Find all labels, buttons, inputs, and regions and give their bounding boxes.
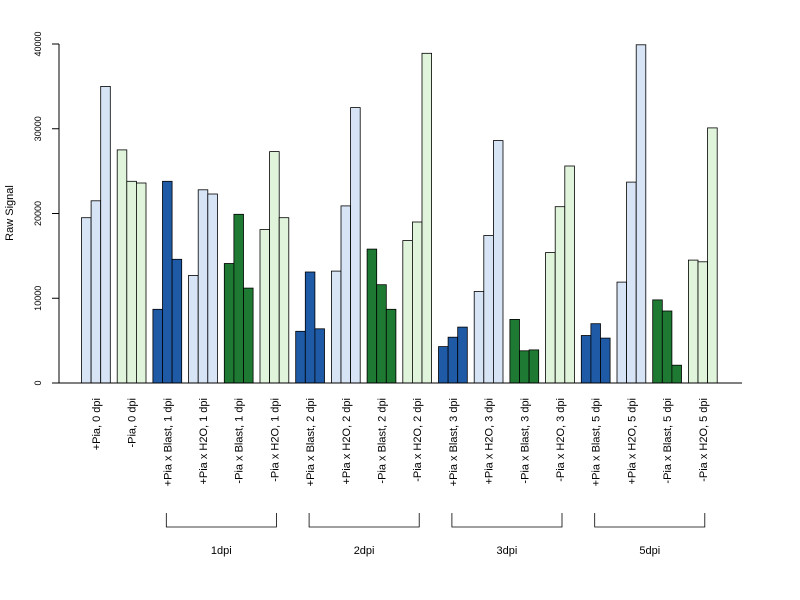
bar-1-rep-1: [81, 217, 92, 384]
bar-17-rep-1: [652, 299, 663, 384]
bar-14-rep-3: [564, 165, 575, 384]
bars-layer: [81, 44, 718, 384]
category-label-15: +Pia x Blast, 5 dpi: [591, 398, 603, 486]
bar-4-rep-2: [197, 189, 209, 384]
bar-5-rep-2: [233, 213, 244, 384]
bar-3-rep-3: [171, 258, 183, 384]
category-label-1: +Pia, 0 dpi: [91, 398, 103, 450]
bar-18-rep-2: [697, 261, 709, 384]
bar-16-rep-2: [626, 181, 637, 384]
bar-14-rep-2: [554, 206, 566, 384]
bar-16-rep-1: [616, 281, 628, 384]
bar-13-rep-1: [509, 318, 520, 384]
y-tick-label-30000: 30000: [33, 116, 43, 141]
group-bracket-3dpi: [451, 513, 563, 528]
category-label-3: +Pia x Blast, 1 dpi: [162, 398, 174, 486]
bar-4-rep-1: [188, 274, 199, 384]
bar-11-rep-2: [447, 336, 459, 384]
group-label-1dpi: 1dpi: [211, 545, 232, 557]
bar-8-rep-1: [330, 270, 342, 384]
axes-layer: 0 10000 20000 30000 40000: [33, 31, 742, 386]
bar-2-rep-3: [135, 182, 147, 384]
group-brackets-layer: 1dpi 2dpi 3dpi 5dpi: [165, 513, 706, 557]
category-label-12: +Pia x H2O, 3 dpi: [484, 398, 496, 485]
bar-16-rep-3: [635, 44, 647, 384]
group-label-5dpi: 5dpi: [639, 545, 660, 557]
bar-6-rep-1: [259, 229, 271, 384]
bar-12-rep-1: [473, 291, 485, 384]
category-label-7: +Pia x Blast, 2 dpi: [305, 398, 317, 486]
bar-13-rep-2: [519, 350, 530, 384]
category-label-9: -Pia x Blast, 2 dpi: [377, 398, 389, 484]
bar-10-rep-1: [402, 240, 413, 384]
bar-9-rep-2: [376, 284, 387, 384]
bar-6-rep-3: [278, 217, 290, 384]
bar-5-rep-3: [243, 287, 254, 384]
bar-9-rep-1: [366, 248, 378, 384]
category-label-4: +Pia x H2O, 1 dpi: [198, 398, 210, 485]
bar-9-rep-3: [385, 308, 397, 384]
group-bracket-5dpi: [594, 513, 706, 528]
y-axis-title: Raw Signal: [4, 185, 16, 241]
group-bracket-2dpi: [308, 513, 420, 528]
category-label-13: -Pia x Blast, 3 dpi: [519, 398, 531, 484]
category-label-2: -Pia, 0 dpi: [127, 398, 139, 448]
bar-2-rep-2: [126, 180, 137, 384]
bar-18-rep-1: [688, 259, 699, 384]
bar-10-rep-3: [421, 52, 433, 384]
bar-14-rep-1: [545, 252, 556, 384]
group-bracket-1dpi: [165, 513, 277, 528]
category-label-6: -Pia x H2O, 1 dpi: [269, 398, 281, 482]
category-label-8: +Pia x H2O, 2 dpi: [341, 398, 353, 485]
bar-12-rep-2: [483, 235, 494, 384]
category-label-17: -Pia x Blast, 5 dpi: [662, 398, 674, 484]
bar-13-rep-3: [528, 349, 540, 384]
category-label-14: -Pia x H2O, 3 dpi: [555, 398, 567, 482]
group-label-3dpi: 3dpi: [497, 545, 518, 557]
y-tick-label-10000: 10000: [33, 286, 43, 311]
bar-7-rep-1: [295, 330, 306, 384]
category-label-10: -Pia x H2O, 2 dpi: [412, 398, 424, 482]
bar-15-rep-1: [580, 335, 592, 384]
y-tick-label-20000: 20000: [33, 201, 43, 226]
bar-1-rep-3: [100, 86, 111, 384]
y-tick-label-0: 0: [33, 380, 43, 385]
bar-17-rep-2: [661, 310, 673, 384]
group-label-2dpi: 2dpi: [354, 545, 375, 557]
bar-3-rep-1: [152, 308, 163, 384]
bar-8-rep-3: [350, 107, 361, 384]
category-label-11: +Pia x Blast, 3 dpi: [448, 398, 460, 486]
category-label-18: -Pia x H2O, 5 dpi: [698, 398, 710, 482]
bar-4-rep-3: [207, 193, 218, 384]
bar-6-rep-2: [269, 151, 280, 384]
bar-1-rep-2: [90, 200, 102, 384]
category-label-5: -Pia x Blast, 1 dpi: [234, 398, 246, 484]
bar-7-rep-3: [314, 328, 325, 384]
bar-18-rep-3: [707, 127, 718, 384]
bar-11-rep-3: [457, 326, 468, 384]
bar-15-rep-2: [590, 323, 601, 384]
category-labels-layer: +Pia, 0 dpi -Pia, 0 dpi +Pia x Blast, 1 dp…: [91, 398, 710, 486]
y-tick-label-40000: 40000: [33, 31, 43, 56]
bar-17-rep-3: [671, 364, 682, 384]
bar-3-rep-2: [162, 180, 173, 384]
bar-5-rep-1: [223, 263, 235, 384]
bar-11-rep-1: [438, 346, 449, 384]
bar-8-rep-2: [340, 205, 352, 384]
bar-12-rep-3: [492, 140, 504, 384]
bar-7-rep-2: [304, 271, 316, 384]
bar-2-rep-1: [116, 149, 128, 384]
bar-10-rep-2: [411, 221, 423, 384]
category-label-16: +Pia x H2O, 5 dpi: [626, 398, 638, 485]
bar-15-rep-3: [600, 337, 611, 384]
